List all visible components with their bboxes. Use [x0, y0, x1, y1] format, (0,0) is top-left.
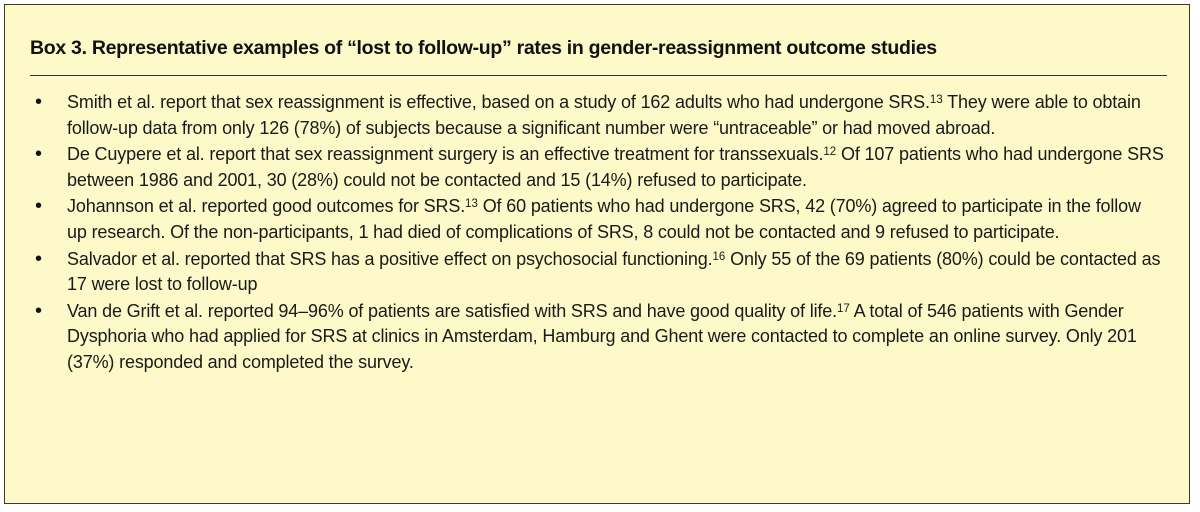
item-text-cont: A total of 546 patients with Gender Dysp… — [67, 300, 1137, 372]
bullet-icon: • — [35, 143, 42, 166]
item-text: Smith et al. report that sex reassignmen… — [67, 92, 930, 112]
bullet-icon: • — [35, 299, 42, 322]
footnote-ref: 13 — [465, 198, 478, 211]
box-title: Box 3. Representative examples of “lost … — [30, 37, 937, 59]
footnote-ref: 12 — [823, 146, 837, 159]
footnote-ref: 17 — [837, 302, 850, 315]
footnote-ref: 13 — [929, 94, 943, 106]
bullet-icon: • — [35, 247, 42, 270]
item-text: Salvador et al. reported that SRS has a … — [67, 248, 713, 269]
bullet-icon: • — [35, 195, 42, 218]
info-box: Box 3. Representative examples of “lost … — [4, 4, 1190, 504]
list-item: • Smith et al. report that sex reassignm… — [35, 90, 1165, 141]
list-item: • Van de Grift et al. reported 94–96% of… — [35, 299, 1165, 376]
item-text-cont: Of 107 patients who had undergone SRS be… — [67, 144, 1164, 190]
item-text-cont: They were able to obtain follow-up data … — [67, 92, 1141, 138]
bullet-list: • Smith et al. report that sex reassignm… — [35, 90, 1165, 377]
list-item: • De Cuypere et al. report that sex reas… — [35, 142, 1165, 193]
item-text-cont: Of 60 patients who had undergone SRS, 42… — [67, 196, 1141, 242]
title-divider — [30, 75, 1167, 76]
footnote-ref: 16 — [712, 250, 726, 263]
item-text: Van de Grift et al. reported 94–96% of p… — [67, 300, 837, 321]
bullet-icon: • — [35, 91, 42, 113]
item-text: Johannson et al. reported good outcomes … — [67, 196, 466, 217]
item-text-cont: Only 55 of the 69 patients (80%) could b… — [67, 248, 1161, 295]
list-item: • Salvador et al. reported that SRS has … — [35, 247, 1165, 298]
item-text: De Cuypere et al. report that sex reassi… — [67, 144, 824, 165]
list-item: • Johannson et al. reported good outcome… — [35, 194, 1165, 245]
